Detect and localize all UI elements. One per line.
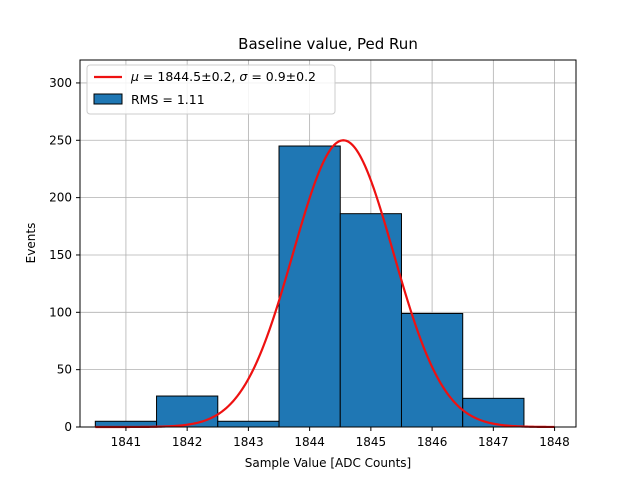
legend-sigma-eq: =: [247, 69, 265, 84]
y-tick-label: 0: [64, 420, 72, 434]
x-tick-label: 1841: [111, 435, 142, 449]
x-axis-label: Sample Value [ADC Counts]: [245, 456, 411, 470]
legend-fit-label: μ = 1844.5±0.2, σ = 0.9±0.2: [130, 69, 316, 84]
gaussian-fit-curve: [95, 139, 555, 429]
legend-mu-eq: =: [139, 69, 157, 84]
x-tick-label: 1848: [539, 435, 570, 449]
legend-mu-symbol: μ: [130, 69, 139, 84]
y-tick-label: 300: [49, 76, 72, 90]
x-tick-label: 1846: [417, 435, 448, 449]
x-tick-label: 1845: [356, 435, 387, 449]
legend: μ = 1844.5±0.2, σ = 0.9±0.2 RMS = 1.11: [86, 64, 336, 115]
y-tick-label: 200: [49, 191, 72, 205]
x-tick-label: 1844: [294, 435, 325, 449]
legend-sigma-value: 0.9±0.2: [266, 69, 316, 84]
chart-title: Baseline value, Ped Run: [238, 35, 418, 53]
x-tick-label: 1842: [172, 435, 203, 449]
histogram-bar: [400, 312, 464, 428]
plot-area: [79, 59, 577, 429]
legend-mu-value: 1844.5±0.2: [157, 69, 231, 84]
x-axis-ticks: 1841 1842 1843 1844 1845 1846 1847 1848: [111, 427, 570, 449]
y-axis-ticks: 0 50 100 150 200 250 300: [49, 76, 80, 434]
axes-frame: [79, 59, 577, 428]
legend-separator: ,: [231, 69, 239, 84]
y-tick-label: 50: [57, 363, 72, 377]
y-tick-label: 100: [49, 305, 72, 319]
legend-histogram-swatch: [93, 93, 123, 105]
legend-box: [86, 64, 336, 115]
histogram-bar: [278, 145, 341, 428]
x-tick-label: 1843: [233, 435, 264, 449]
y-tick-label: 150: [49, 248, 72, 262]
legend-histogram-label: RMS = 1.11: [131, 92, 205, 107]
histogram-bar: [156, 395, 219, 428]
y-tick-label: 250: [49, 133, 72, 147]
y-axis-label: Events: [24, 223, 38, 264]
histogram-bar: [217, 420, 280, 428]
legend-sigma-symbol: σ: [239, 69, 248, 84]
histogram-bars: [94, 145, 525, 428]
x-tick-label: 1847: [478, 435, 509, 449]
